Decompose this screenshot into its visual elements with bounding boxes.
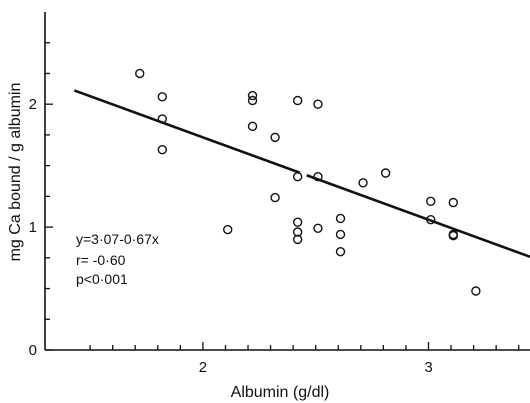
y-tick-label: 1 [29,219,37,236]
data-point [292,95,303,106]
data-points [135,68,481,296]
data-point [270,132,280,143]
data-point [335,213,346,224]
axes [44,12,530,351]
tick-labels: 0 1 2 2 3 [29,96,433,376]
data-point [335,229,346,240]
p-value: p<0·001 [76,271,128,287]
data-point [380,168,391,178]
data-point [157,92,168,102]
data-point [313,99,323,109]
regression-equation: y=3·07-0·67x [76,231,159,247]
regression-line [73,89,301,174]
data-point [247,90,258,101]
data-point [292,234,303,245]
data-point [270,192,280,203]
data-point [426,196,436,206]
x-tick-label: 3 [424,359,432,376]
x-tick-label: 2 [199,359,207,376]
correlation-coefficient: r= -0·60 [76,252,126,268]
data-point [292,217,303,227]
data-point [157,114,168,124]
data-point [358,178,368,188]
axis-ticks [45,42,520,351]
data-point [223,224,233,235]
data-point [313,223,323,234]
data-point [247,121,258,132]
y-axis-title: mg Ca bound / g albumin [7,83,24,262]
data-point [448,230,459,241]
y-tick-label: 2 [29,96,37,113]
regression-line [306,174,530,258]
data-point [157,144,168,155]
data-point [247,95,258,106]
x-axis-title: Albumin (g/dl) [231,384,330,401]
data-point [313,171,323,182]
data-point [292,171,303,182]
data-point [471,286,481,296]
regression-line-group [73,89,530,258]
data-point [335,246,346,257]
data-point [135,68,145,79]
data-point [448,197,459,208]
y-tick-label: 0 [29,342,37,359]
data-point [426,215,436,225]
